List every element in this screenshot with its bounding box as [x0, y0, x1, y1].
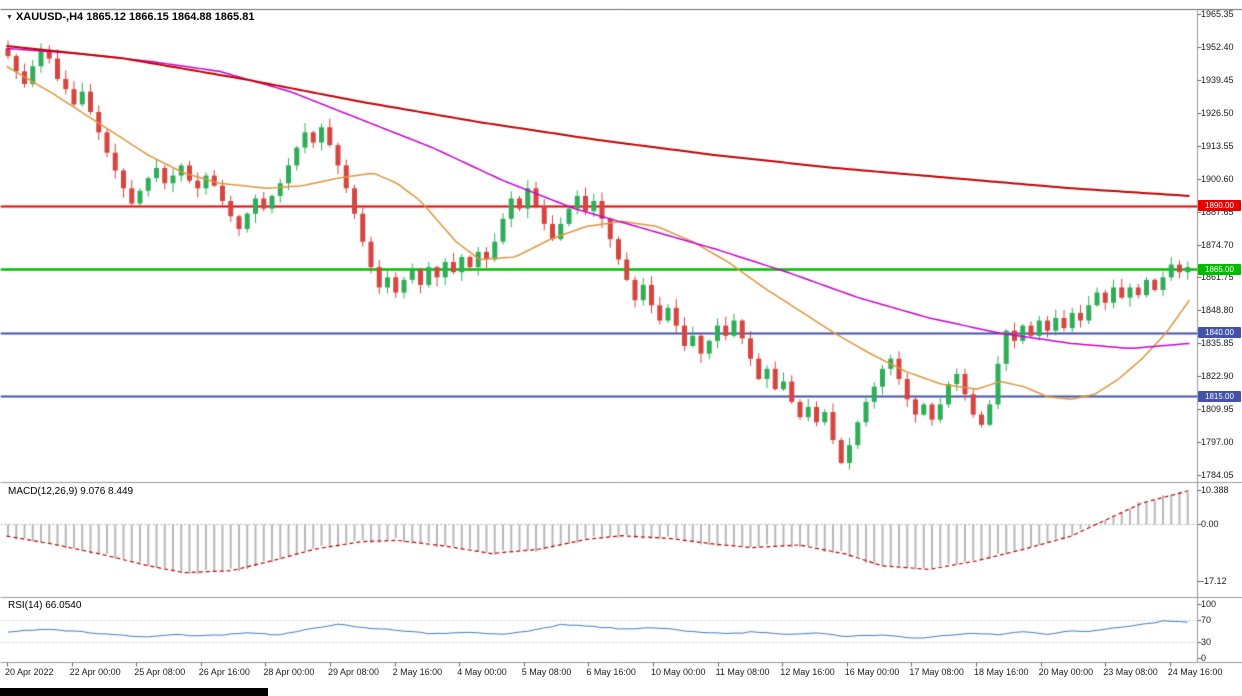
price-tag: 1840.00 [1198, 327, 1241, 339]
price-tag: 1865.00 [1198, 263, 1241, 275]
time-axis-label: 16 May 00:00 [844, 667, 900, 677]
time-axis-label: 24 May 16:00 [1167, 667, 1223, 677]
time-axis-label: 20 Apr 2022 [5, 667, 54, 677]
time-axis-label: 10 May 00:00 [651, 667, 706, 677]
time-axis-label: 20 May 00:00 [1038, 667, 1094, 677]
time-axis-label: 6 May 16:00 [586, 667, 636, 677]
time-axis-label: 28 Apr 00:00 [263, 667, 315, 677]
macd-indicator-label: MACD(12,26,9) 9.076 8.449 [8, 486, 134, 497]
time-axis-label: 11 May 08:00 [715, 667, 770, 677]
price-axis-label: 1874.70 [1201, 239, 1234, 250]
price-axis-label: 1784.05 [1201, 470, 1234, 481]
time-axis-label: 23 May 08:00 [1103, 667, 1158, 677]
price-axis-label: 1913.55 [1201, 140, 1234, 151]
price-axis-label: 1939.45 [1201, 74, 1234, 85]
rsi-axis-label: 70 [1201, 615, 1212, 625]
chart-title: ▼ XAUUSD-,H4 1865.12 1866.15 1864.88 1865… [6, 11, 254, 23]
price-axis-label: 1926.50 [1201, 107, 1234, 118]
time-axis-label: 4 May 00:00 [457, 667, 507, 677]
price-axis-label: 1861.75 [1201, 272, 1234, 283]
price-tag: 1815.00 [1198, 390, 1241, 402]
time-axis-label: 5 May 08:00 [521, 667, 572, 677]
price-axis-label: 1965.35 [1201, 9, 1234, 19]
macd-axis-label: 0.00 [1201, 519, 1219, 529]
chart-title-text: XAUUSD-,H4 1865.12 1866.15 1864.88 1865.… [15, 11, 255, 23]
time-axis-label: 29 Apr 08:00 [328, 667, 380, 677]
rsi-axis-label: 100 [1201, 599, 1217, 609]
rsi-axis-label: 30 [1201, 637, 1212, 647]
time-axis-label: 12 May 16:00 [780, 667, 835, 677]
rsi-axis-label: 0 [1201, 653, 1207, 663]
rsi-indicator-label: RSI(14) 66.0540 [8, 600, 82, 611]
time-axis-label: 25 Apr 08:00 [134, 667, 186, 677]
price-axis-label: 1900.60 [1201, 173, 1234, 184]
macd-axis-label: 10.388 [1201, 485, 1229, 495]
price-axis-label: 1848.80 [1201, 305, 1234, 316]
time-axis-label: 18 May 16:00 [974, 667, 1029, 677]
price-axis-label: 1887.65 [1201, 206, 1234, 217]
time-axis-label: 26 Apr 16:00 [198, 667, 250, 677]
price-axis-label: 1835.85 [1201, 338, 1234, 349]
price-axis-label: 1952.40 [1201, 41, 1234, 52]
time-axis-label: 22 Apr 00:00 [69, 667, 121, 677]
taskbar-strip [0, 688, 268, 696]
price-axis-label: 1822.90 [1201, 371, 1234, 382]
price-axis-label: 1797.00 [1201, 437, 1234, 448]
time-axis-label: 2 May 16:00 [392, 667, 443, 677]
price-axis-label: 1809.95 [1201, 404, 1234, 415]
symbol-dropdown-icon: ▼ [6, 14, 13, 21]
price-tag: 1890.00 [1198, 200, 1241, 212]
time-axis-label: 17 May 08:00 [909, 667, 964, 677]
macd-axis-label: -17.12 [1201, 576, 1227, 586]
